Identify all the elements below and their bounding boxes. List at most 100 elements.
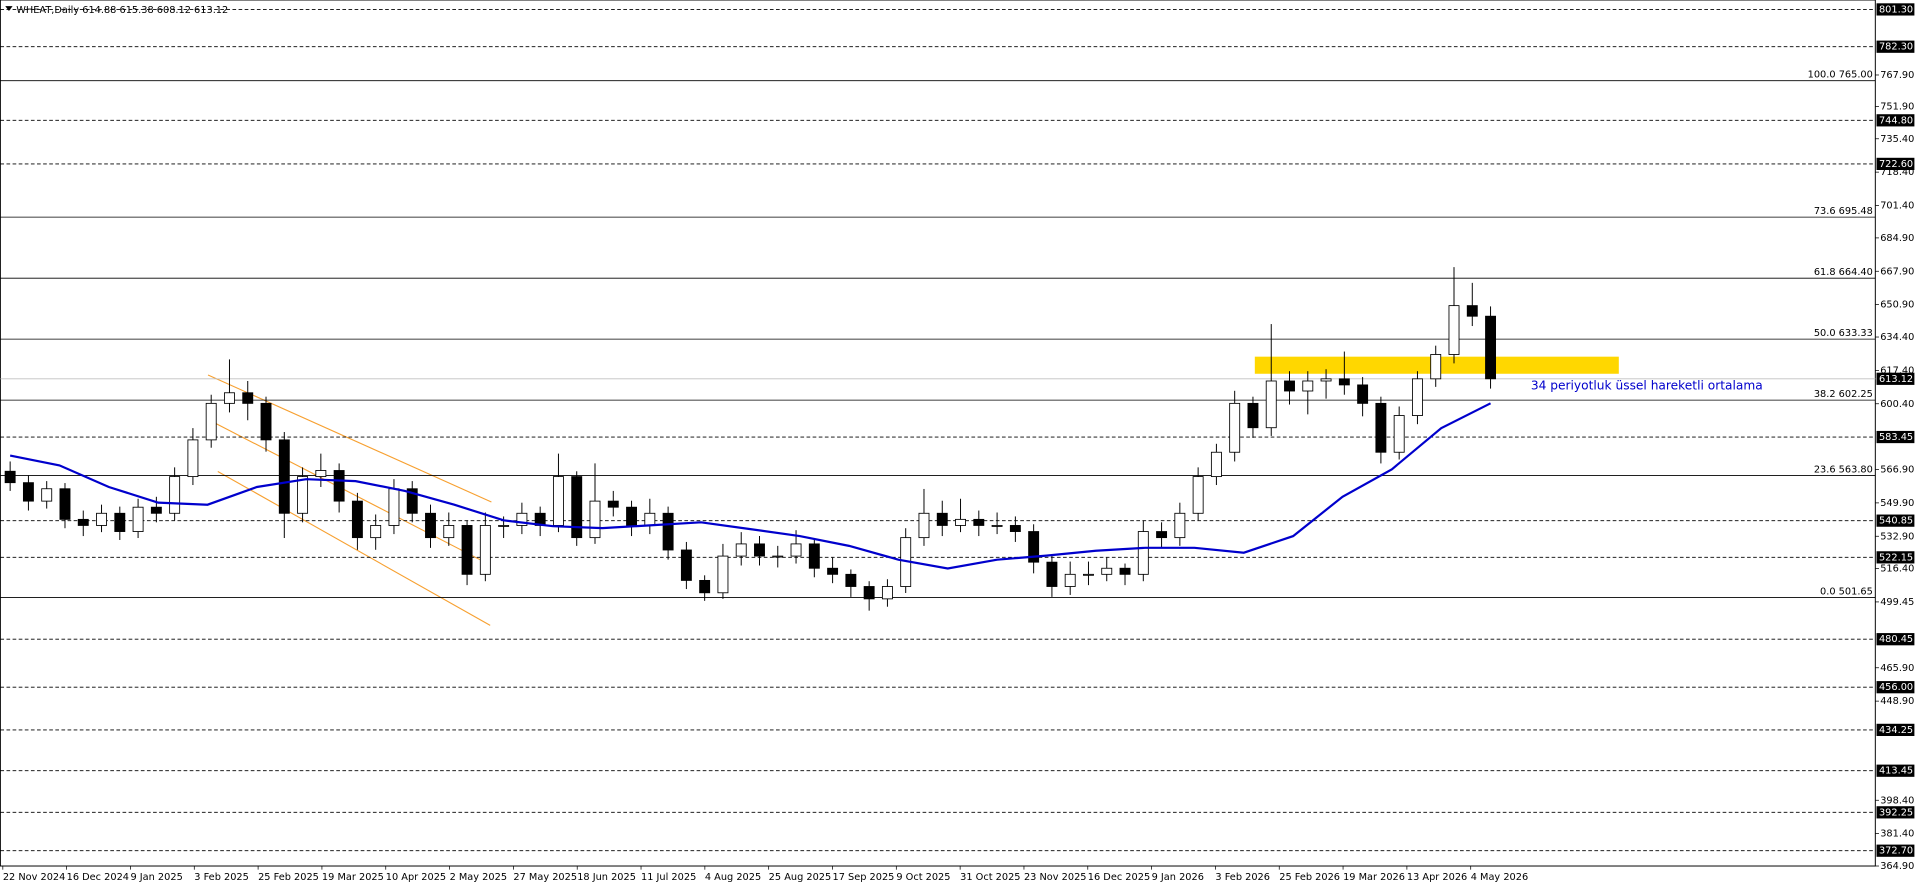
- candle-body: [96, 512, 107, 526]
- level-label: 782.30: [1879, 42, 1913, 53]
- candle-body: [370, 525, 382, 539]
- y-tick-label: 684.90: [1880, 233, 1914, 244]
- candle-body: [571, 476, 583, 539]
- ema-line: [9, 402, 1492, 570]
- candle-body: [278, 439, 290, 514]
- level-label: 413.45: [1879, 766, 1913, 777]
- x-tick-label: 22 Nov 2024: [3, 872, 66, 883]
- plot-frame: [0, 0, 1876, 867]
- candle-body: [1430, 354, 1442, 380]
- x-tick-label: 16 Dec 2024: [67, 872, 129, 883]
- candle-body: [59, 488, 71, 520]
- level-box: [1876, 723, 1915, 736]
- y-tick-label: 381.40: [1880, 829, 1914, 840]
- candle-body: [1357, 384, 1369, 404]
- candle-body: [1028, 531, 1040, 563]
- candle-body: [754, 543, 765, 557]
- candle-body: [1119, 567, 1131, 575]
- x-tick-label: 17 Sep 2025: [832, 872, 894, 883]
- candle-body: [1265, 380, 1277, 429]
- level-box: [1876, 3, 1915, 16]
- y-tick-label: 364.90: [1880, 861, 1914, 872]
- candle-body: [260, 402, 272, 441]
- x-tick-label: 9 Jan 2026: [1152, 872, 1204, 883]
- candle-body: [1393, 415, 1405, 453]
- level-box: [1876, 551, 1915, 564]
- fib-label: 73.6 695.48: [1814, 206, 1873, 217]
- candle-body: [479, 525, 491, 575]
- channel-line: [213, 422, 490, 565]
- x-tick-label: 3 Feb 2025: [194, 872, 249, 883]
- candle-body: [607, 500, 619, 508]
- candle-body: [1210, 451, 1222, 478]
- candle-body: [863, 586, 875, 600]
- candle-body: [1411, 378, 1423, 416]
- candle-body: [388, 488, 400, 526]
- candle-body: [1375, 402, 1387, 453]
- fib-label: 23.6 563.80: [1814, 464, 1873, 475]
- y-tick-label: 448.90: [1880, 696, 1914, 707]
- candle-body: [315, 470, 327, 478]
- x-tick-label: 27 May 2025: [513, 872, 577, 883]
- x-tick-label: 9 Oct 2025: [896, 872, 950, 883]
- level-label: 522.15: [1879, 552, 1913, 563]
- annotation: 34 periyotluk üssel hareketli ortalama: [1531, 378, 1763, 392]
- fib-label: 0.0 501.65: [1820, 586, 1873, 597]
- y-tick-label: 532.90: [1880, 531, 1914, 542]
- menu-arrow: [5, 6, 13, 11]
- candle-body: [1338, 378, 1350, 386]
- y-tick-label: 667.90: [1880, 266, 1914, 277]
- candle-body: [224, 392, 235, 404]
- candle-body: [41, 488, 53, 502]
- y-tick-label: 634.40: [1880, 332, 1914, 343]
- level-box: [1876, 844, 1915, 857]
- x-tick-label: 13 Apr 2026: [1407, 872, 1467, 883]
- x-tick-label: 19 Mar 2026: [1343, 872, 1405, 883]
- y-tick-label: 398.40: [1880, 795, 1914, 806]
- candle-body: [881, 586, 893, 600]
- candle-body: [77, 518, 89, 526]
- y-tick-label: 735.40: [1880, 134, 1914, 145]
- candle-body: [845, 573, 857, 587]
- level-label: 744.80: [1879, 115, 1913, 126]
- candle-body: [1466, 305, 1478, 317]
- fib-label: 100.0 765.00: [1808, 70, 1873, 81]
- level-box: [1876, 157, 1915, 171]
- candle-body: [516, 512, 528, 526]
- x-tick-label: 23 Nov 2025: [1024, 872, 1087, 883]
- candle-body: [114, 512, 126, 532]
- candle-body: [169, 476, 181, 514]
- x-tick-label: 3 Feb 2026: [1215, 872, 1270, 883]
- candle-body: [1247, 402, 1259, 429]
- candle-body: [1320, 378, 1332, 382]
- candle-body: [1101, 567, 1113, 575]
- level-label: 583.45: [1879, 432, 1913, 443]
- candle-body: [936, 512, 948, 526]
- candle-body: [205, 402, 217, 441]
- x-tick-label: 31 Oct 2025: [960, 872, 1020, 883]
- candle-body: [955, 518, 966, 526]
- fib-label: 50.0 633.33: [1814, 328, 1873, 339]
- level-box: [1876, 806, 1915, 819]
- x-tick-label: 4 Aug 2025: [705, 872, 761, 883]
- level-box: [1876, 114, 1915, 127]
- candle-body: [699, 579, 711, 594]
- candle-body: [552, 476, 564, 526]
- level-box: [1876, 681, 1915, 694]
- level-label: 456.00: [1879, 682, 1913, 693]
- candle-body: [772, 555, 784, 558]
- level-box: [1876, 514, 1915, 527]
- drawing-layer: [207, 356, 1619, 626]
- candle-body: [1009, 525, 1021, 532]
- candle-body: [662, 512, 674, 551]
- y-tick-label: 465.90: [1880, 663, 1914, 674]
- channel-line: [217, 471, 491, 626]
- last-price-label: 613.12: [1879, 374, 1913, 385]
- last-price-box: [1876, 372, 1915, 385]
- candle-body: [351, 500, 363, 539]
- candle-body: [626, 506, 638, 526]
- candle-body: [808, 543, 820, 569]
- level-label: 801.30: [1879, 4, 1913, 15]
- candle-body: [406, 488, 418, 514]
